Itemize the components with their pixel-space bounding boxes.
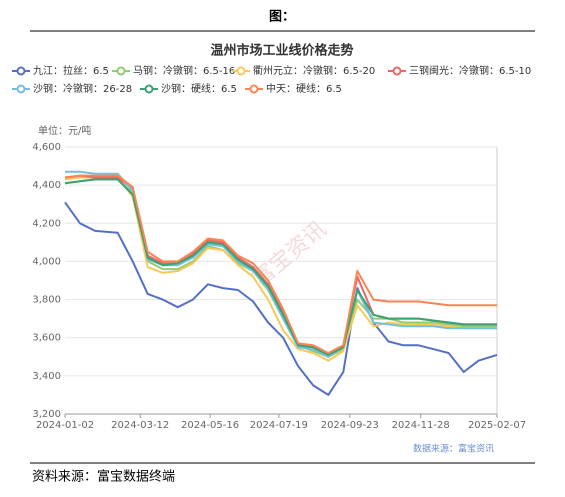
x-tick-label: 2025-02-07 <box>468 420 526 431</box>
x-tick-label: 2024-07-19 <box>250 420 308 431</box>
legend-marker <box>236 66 246 76</box>
y-tick-label: 3,200 <box>32 409 61 420</box>
legend-marker <box>16 84 26 94</box>
series-line <box>64 176 497 362</box>
x-tick-label: 2024-03-12 <box>111 420 169 431</box>
legend-marker <box>116 66 126 76</box>
x-tick-label: 2024-11-28 <box>392 420 450 431</box>
y-tick-label: 3,400 <box>32 371 61 382</box>
y-tick-label: 4,600 <box>32 142 61 153</box>
source-note: 数据来源：富宝资讯 <box>413 443 494 455</box>
legend-label: 中天：硬线：6.5 <box>266 82 342 95</box>
chart-title: 温州市场工业线价格走势 <box>210 43 353 59</box>
header: 图： <box>269 10 295 25</box>
y-tick-label: 3,600 <box>32 333 61 344</box>
series-line <box>64 201 498 396</box>
y-tick-label: 3,800 <box>32 295 61 306</box>
y-tick-label: 4,000 <box>32 256 61 267</box>
series-line <box>64 174 497 354</box>
legend-label: 九江：拉丝：6.5 <box>33 64 109 77</box>
x-tick-label: 2024-05-16 <box>181 420 239 431</box>
legend-label: 沙钢：冷镦钢：26-28 <box>33 82 132 95</box>
legend-marker <box>144 84 154 94</box>
x-tick-label: 2024-01-02 <box>36 420 94 431</box>
legend-label: 衢州元立：冷镦钢：6.5-20 <box>253 64 375 77</box>
x-tick-label: 2024-09-23 <box>321 420 379 431</box>
series-line <box>64 178 497 356</box>
legend-marker <box>392 66 402 76</box>
footer: 资料来源：富宝数据终端 <box>32 469 175 485</box>
y-tick-label: 4,400 <box>32 180 61 191</box>
legend-marker <box>249 84 259 94</box>
legend-label: 三钢闽光：冷镦钢：6.5-10 <box>409 64 531 77</box>
legend-label: 沙钢：硬线：6.5 <box>161 82 237 95</box>
y-tick-label: 4,200 <box>32 218 61 229</box>
y-unit: 单位：元/吨 <box>38 124 91 137</box>
legend-label: 马钢：冷镦钢：6.5-16 <box>133 64 235 77</box>
legend-marker <box>16 66 26 76</box>
